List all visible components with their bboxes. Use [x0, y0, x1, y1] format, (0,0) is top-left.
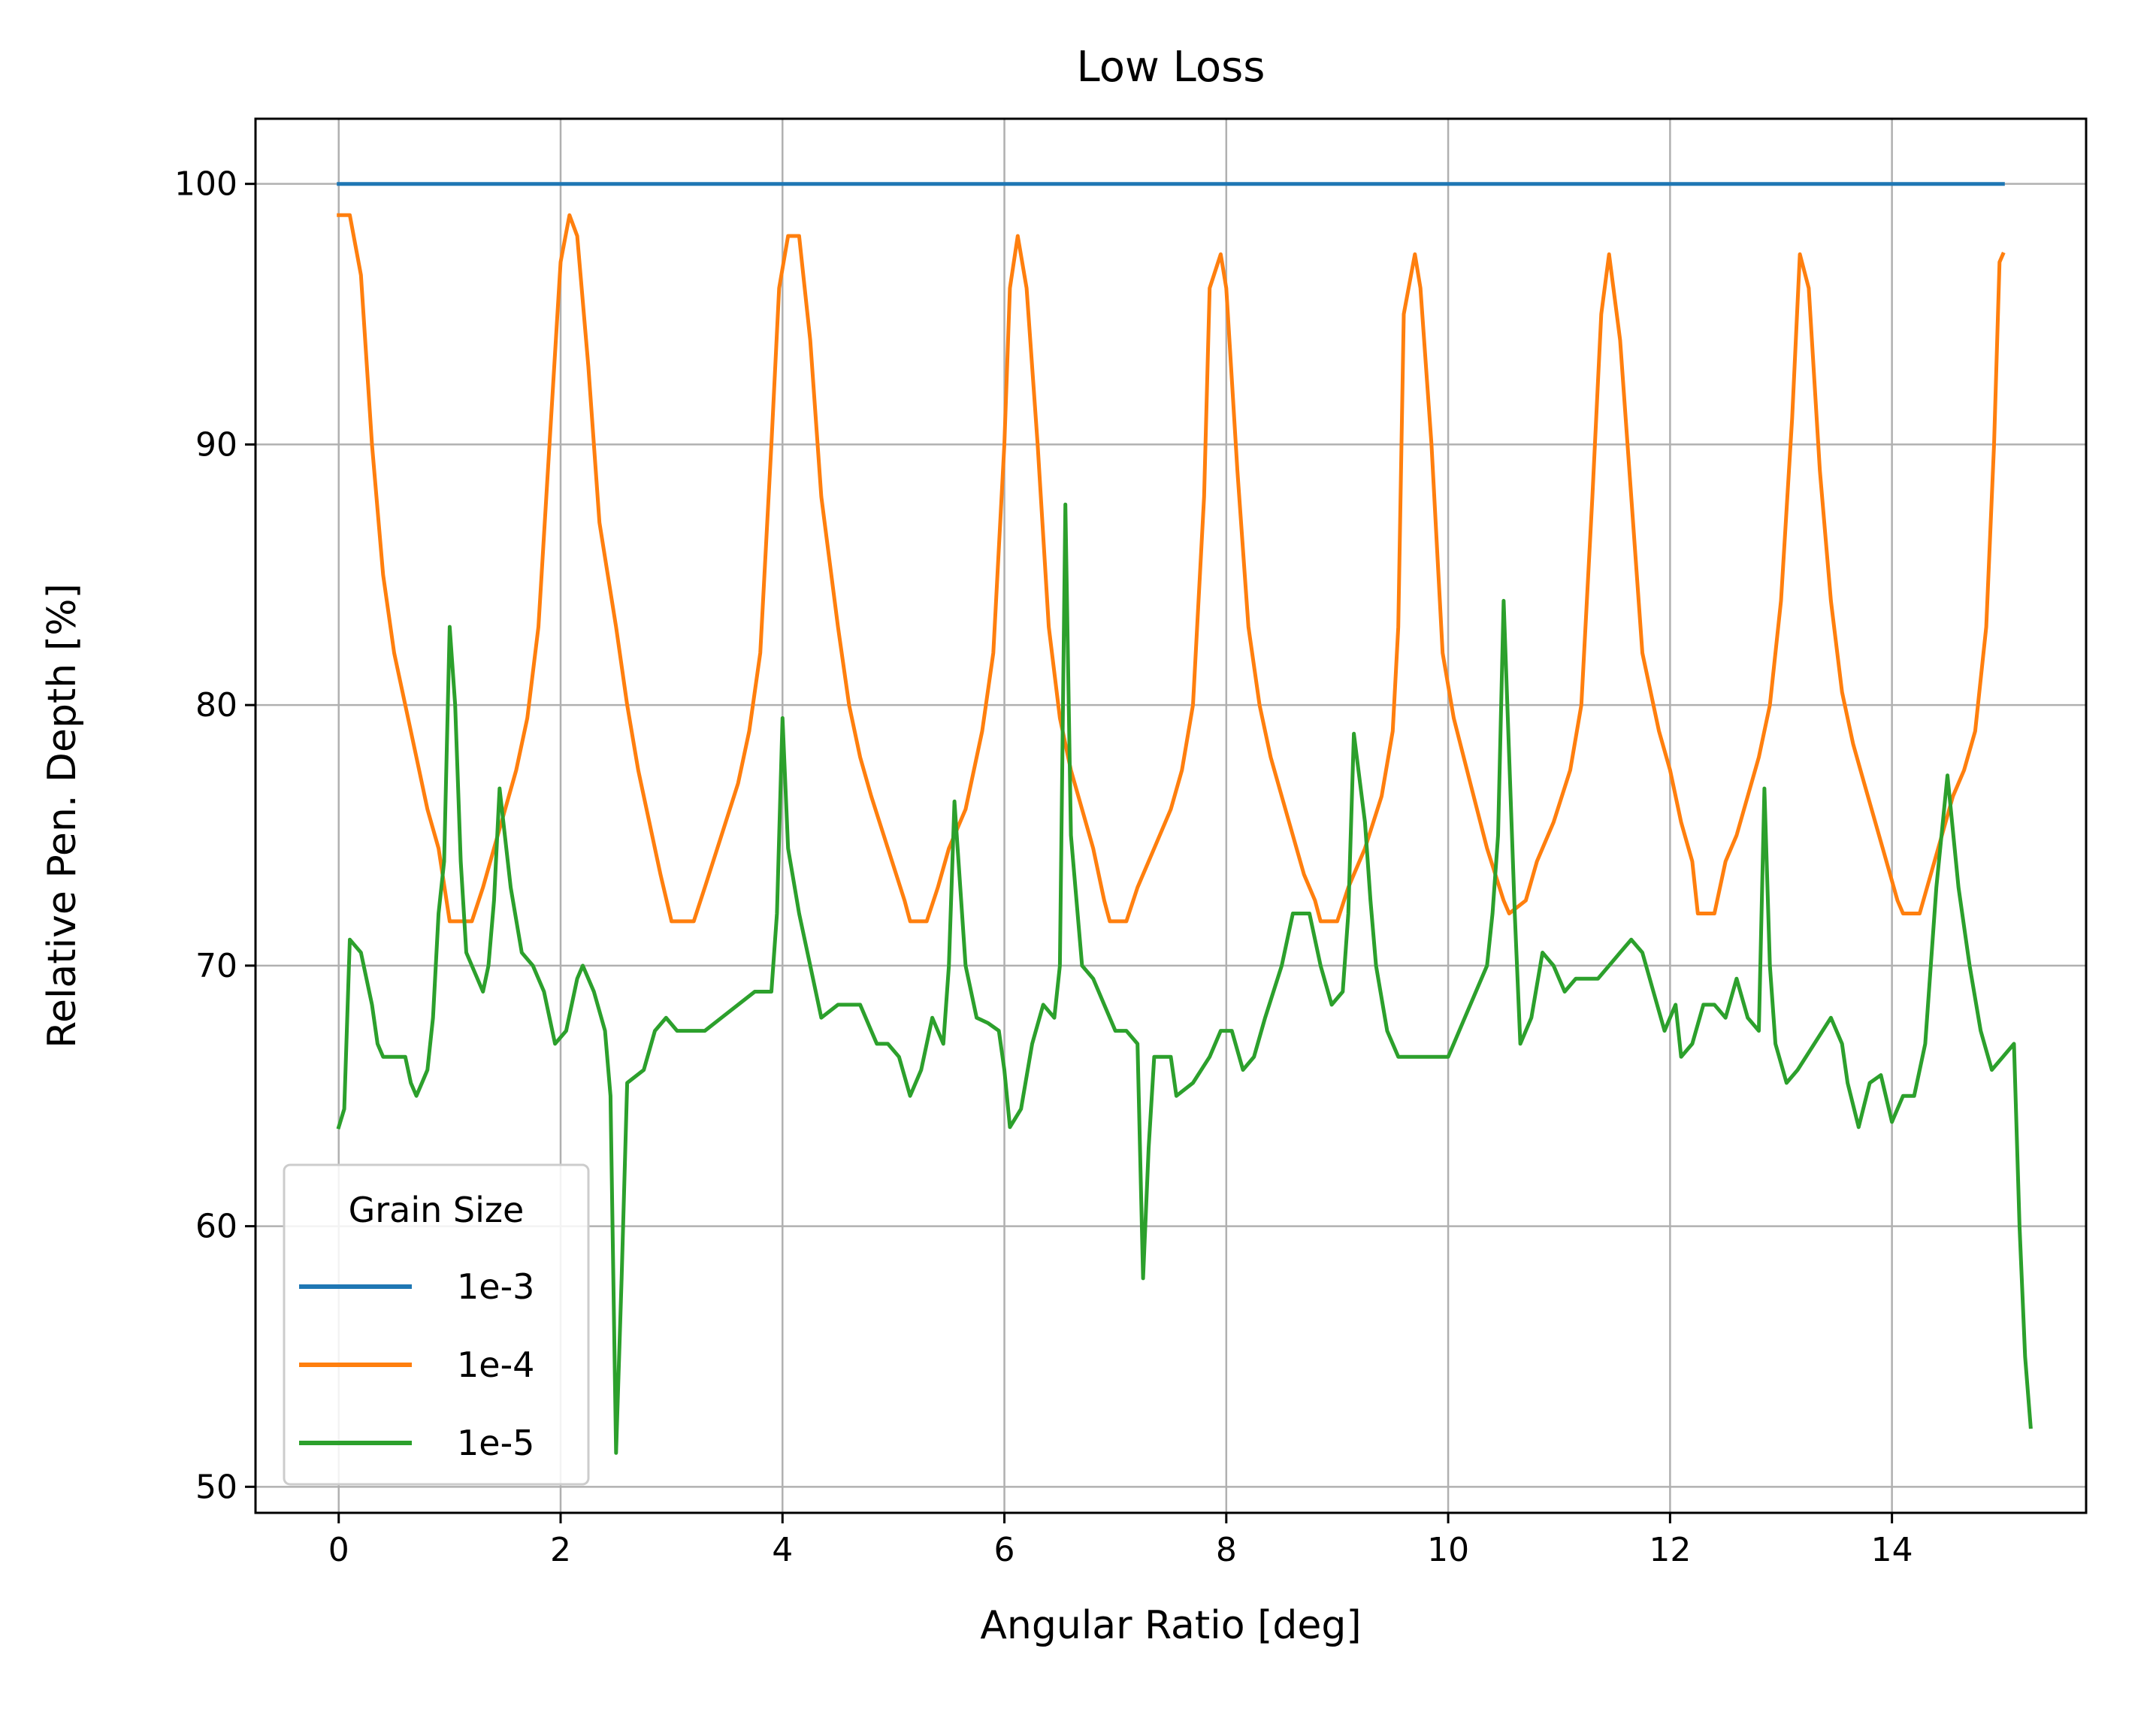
y-tick-label: 50: [195, 1468, 237, 1506]
legend-label-1e-4: 1e-4: [457, 1344, 534, 1385]
series-lines: [336, 182, 2033, 1455]
series-line-1e-5: [336, 502, 2033, 1455]
axis-ticks: 0 2 4 6 8 10 12 14 50 60 70 80 90 100: [174, 165, 1913, 1569]
x-tick-label: 12: [1649, 1531, 1691, 1569]
x-tick-label: 0: [328, 1531, 349, 1569]
x-tick-label: 4: [772, 1531, 793, 1569]
chart-title: Low Loss: [1077, 43, 1265, 92]
plot-area-frame: [254, 117, 2088, 1514]
x-tick-label: 10: [1427, 1531, 1469, 1569]
series-line-1e-4: [337, 213, 2006, 924]
y-tick-label: 80: [195, 686, 237, 724]
legend-label-1e-3: 1e-3: [457, 1266, 534, 1307]
y-axis-label: Relative Pen. Depth [%]: [40, 583, 85, 1048]
x-tick-label: 6: [994, 1531, 1015, 1569]
x-tick-label: 14: [1871, 1531, 1913, 1569]
legend-box: [283, 1163, 590, 1486]
x-tick-label: 2: [550, 1531, 571, 1569]
legend-entries: 1e-3 1e-4 1e-5: [299, 1266, 534, 1463]
y-tick-label: 70: [195, 947, 237, 985]
y-tick-label: 60: [195, 1208, 237, 1246]
legend-title: Grain Size: [349, 1190, 525, 1230]
x-axis-label: Angular Ratio [deg]: [980, 1603, 1361, 1648]
legend-label-1e-5: 1e-5: [457, 1423, 534, 1463]
y-tick-label: 90: [195, 425, 237, 464]
y-tick-label: 100: [174, 165, 237, 204]
legend: Grain Size 1e-3 1e-4 1e-5: [283, 1163, 590, 1486]
x-tick-label: 8: [1216, 1531, 1237, 1569]
